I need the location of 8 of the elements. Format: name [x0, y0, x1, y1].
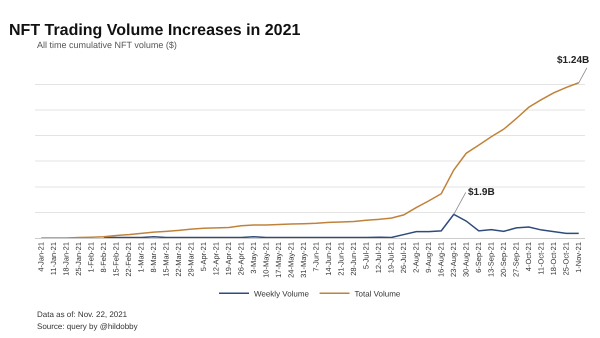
annotation: $1.9B	[468, 187, 495, 198]
legend-label: Weekly Volume	[254, 289, 310, 298]
chart-subtitle: All time cumulative NFT volume ($)	[37, 40, 177, 50]
annotation: $1.24B	[557, 55, 590, 66]
chart-title: NFT Trading Volume Increases in 2021	[9, 22, 300, 39]
source-note: Source: query by @hildobby	[37, 322, 138, 331]
legend-label: Total Volume	[354, 289, 401, 298]
text: Data as of: Nov. 22, 2021	[37, 310, 128, 319]
